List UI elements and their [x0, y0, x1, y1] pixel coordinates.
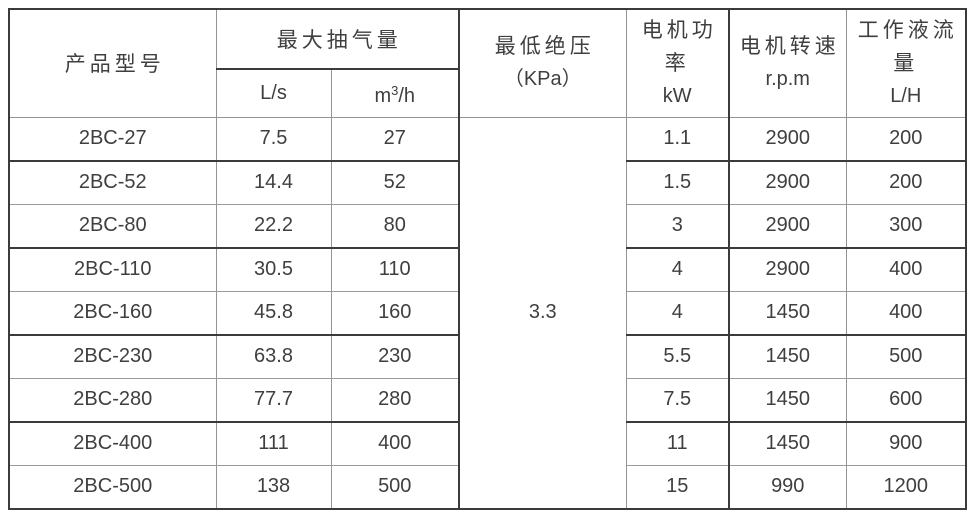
unit-m3h-label: m3/h: [374, 82, 416, 107]
header-motor-power: 电机功率 kW: [625, 8, 730, 118]
cell-ls: 138: [215, 464, 332, 510]
cell-lh: 300: [845, 203, 967, 249]
cell-ls: 22.2: [215, 203, 332, 249]
cell-min-pressure-value: 3.3: [458, 116, 627, 510]
cell-ls: 14.4: [215, 160, 332, 205]
cell-kw: 4: [625, 247, 730, 292]
cell-rpm: 1450: [728, 290, 847, 336]
header-motor-speed-unit: r.p.m: [765, 68, 810, 91]
header-motor-power-unit: kW: [662, 84, 692, 107]
cell-kw: 1.5: [625, 160, 730, 205]
cell-m3h: 52: [330, 160, 460, 205]
cell-ls: 30.5: [215, 247, 332, 292]
cell-kw: 7.5: [625, 377, 730, 423]
header-row-top: 产品型号 最大抽气量 最低绝压 （KPa） 电机功率 kW 电机转速 r.p.m…: [8, 8, 967, 118]
table-row: 2BC-110 30.5 110 4 2900 400: [8, 247, 967, 292]
cell-kw: 3: [625, 203, 730, 249]
cell-rpm: 1450: [728, 377, 847, 423]
table-row: 2BC-80 22.2 80 3 2900 300: [8, 203, 967, 249]
cell-model: 2BC-27: [8, 116, 217, 162]
table-row: 2BC-400 111 400 11 1450 900: [8, 421, 967, 466]
cell-rpm: 1450: [728, 334, 847, 379]
cell-model: 2BC-400: [8, 421, 217, 466]
cell-rpm: 2900: [728, 247, 847, 292]
cell-lh: 900: [845, 421, 967, 466]
cell-lh: 600: [845, 377, 967, 423]
cell-model: 2BC-110: [8, 247, 217, 292]
cell-lh: 400: [845, 290, 967, 336]
cell-model: 2BC-280: [8, 377, 217, 423]
cell-ls: 63.8: [215, 334, 332, 379]
cell-kw: 1.1: [625, 116, 730, 162]
cell-m3h: 160: [330, 290, 460, 336]
cell-model: 2BC-80: [8, 203, 217, 249]
cell-ls: 111: [215, 421, 332, 466]
cell-lh: 200: [845, 160, 967, 205]
cell-ls: 7.5: [215, 116, 332, 162]
header-motor-speed: 电机转速 r.p.m: [728, 8, 847, 118]
table-row: 2BC-52 14.4 52 1.5 2900 200: [8, 160, 967, 205]
header-row-units: L/s m3/h: [9, 68, 966, 118]
pump-spec-table: 产品型号 最大抽气量 最低绝压 （KPa） 电机功率 kW 电机转速 r.p.m…: [8, 8, 967, 510]
cell-rpm: 2900: [728, 203, 847, 249]
cell-model: 2BC-500: [8, 464, 217, 510]
cell-m3h: 80: [330, 203, 460, 249]
cell-m3h: 500: [330, 464, 460, 510]
cell-m3h: 110: [330, 247, 460, 292]
superscript-3: 3: [391, 82, 399, 98]
cell-m3h: 230: [330, 334, 460, 379]
header-motor-speed-line1: 电机转速: [739, 35, 840, 59]
cell-rpm: 1450: [728, 421, 847, 466]
header-product-model: 产品型号: [8, 8, 217, 118]
unit-ls-label: L/s: [260, 81, 287, 104]
cell-kw: 5.5: [625, 334, 730, 379]
header-fluid-flow-line1: 工作液流量: [857, 18, 958, 75]
header-min-pressure-unit: （KPa）: [503, 68, 582, 91]
table-row: 2BC-27 7.5 27 3.3 1.1 2900 200: [8, 116, 967, 510]
table-row: 2BC-500 138 500 15 990 1200: [8, 464, 967, 510]
cell-model: 2BC-160: [8, 290, 217, 336]
cell-m3h: 27: [330, 116, 460, 162]
cell-rpm: 990: [728, 464, 847, 510]
cell-kw: 11: [625, 421, 730, 466]
header-min-pressure-line1: 最低绝压: [494, 35, 595, 59]
table-row: 2BC-160 45.8 160 4 1450 400: [8, 290, 967, 336]
header-min-pressure: 最低绝压 （KPa）: [458, 8, 627, 118]
header-fluid-flow-unit: L/H: [890, 84, 922, 107]
cell-ls: 77.7: [215, 377, 332, 423]
cell-rpm: 2900: [728, 160, 847, 205]
table-row: 2BC-280 77.7 280 7.5 1450 600: [8, 377, 967, 423]
header-motor-power-line1: 电机功率: [641, 18, 717, 75]
cell-rpm: 2900: [728, 116, 847, 162]
header-unit-ls: L/s: [215, 68, 332, 118]
header-fluid-flow: 工作液流量 L/H: [845, 8, 967, 118]
cell-ls: 45.8: [215, 290, 332, 336]
cell-kw: 15: [625, 464, 730, 510]
cell-m3h: 400: [330, 421, 460, 466]
table-row: 2BC-230 63.8 230 5.5 1450 500: [8, 334, 967, 379]
header-unit-m3h: m3/h: [330, 68, 460, 118]
cell-lh: 500: [845, 334, 967, 379]
cell-lh: 400: [845, 247, 967, 292]
cell-m3h: 280: [330, 377, 460, 423]
cell-lh: 1200: [845, 464, 967, 510]
cell-model: 2BC-52: [8, 160, 217, 205]
cell-lh: 200: [845, 116, 967, 162]
cell-kw: 4: [625, 290, 730, 336]
header-max-pumping: 最大抽气量: [215, 8, 460, 70]
cell-model: 2BC-230: [8, 334, 217, 379]
